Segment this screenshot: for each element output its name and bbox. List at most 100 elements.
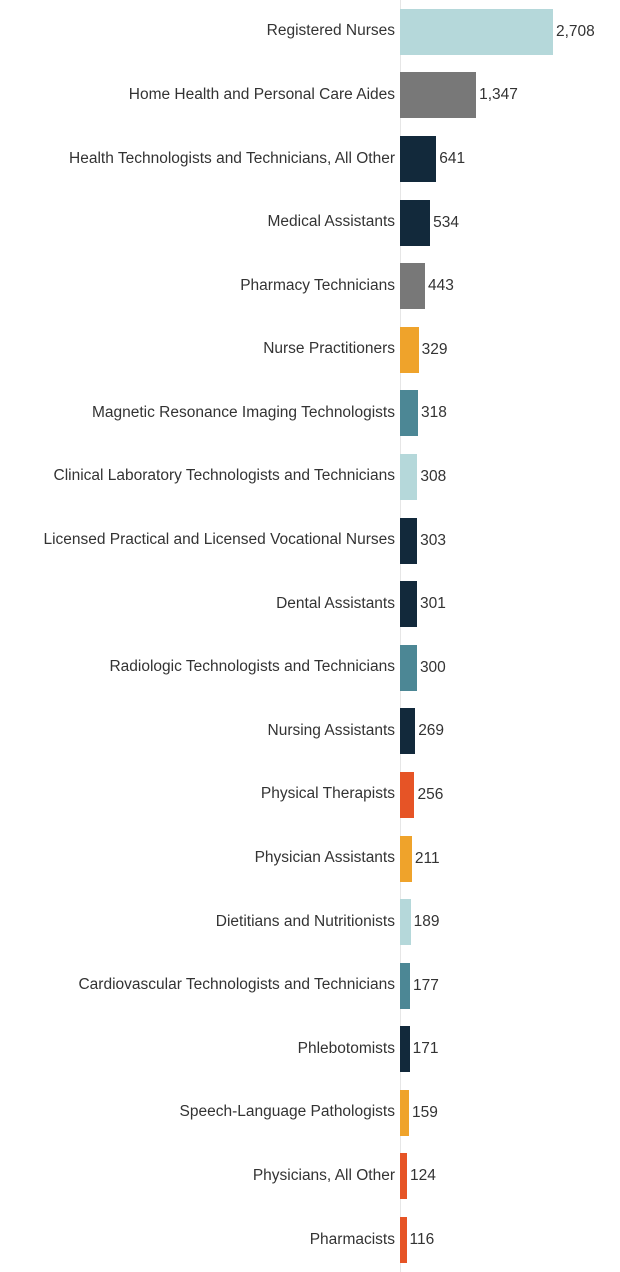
value-label: 124 [410,1167,436,1185]
value-label: 2,708 [556,22,595,40]
value-label: 189 [413,913,440,931]
bar-cell: 318 [400,382,620,446]
bar-cell: 301 [400,572,620,636]
bar-cell: 189 [400,890,620,954]
bar-row: Pharmacists 116 [0,1208,620,1272]
bar[interactable] [400,1217,407,1264]
value-label: 211 [414,849,440,867]
category-label: Dental Assistants [276,594,395,612]
bar-row: Physicians, All Other 124 [0,1145,620,1209]
bar[interactable] [400,899,411,946]
bar-row: Nurse Practitioners 329 [0,318,620,382]
category-label: Physical Therapists [260,785,395,803]
bar[interactable] [400,199,431,246]
bar[interactable] [400,1089,409,1136]
bar[interactable] [400,1026,410,1073]
bar-cell: 300 [400,636,620,700]
category-label: Medical Assistants [267,213,396,231]
bar-row: Phlebotomists 171 [0,1018,620,1082]
bar-cell: 2,708 [400,0,620,64]
bar[interactable] [400,581,417,628]
category-label: Physician Assistants [254,849,395,867]
value-label: 116 [409,1231,435,1249]
bar-row: Physical Therapists 256 [0,763,620,827]
value-label: 1,347 [479,86,518,104]
bar-cell: 303 [400,509,620,573]
bar-cell: 269 [400,700,620,764]
category-label: Clinical Laboratory Technologists and Te… [53,467,396,485]
bar[interactable] [400,644,417,691]
bar-row: Licensed Practical and Licensed Vocation… [0,509,620,573]
value-label: 303 [420,531,446,549]
value-label: 300 [419,658,446,676]
category-label: Speech-Language Pathologists [179,1103,395,1121]
bar[interactable] [400,517,418,564]
bar-cell: 124 [400,1145,620,1209]
value-label: 177 [413,976,439,994]
bar-cell: 171 [400,1018,620,1082]
bar[interactable] [400,771,415,818]
bar[interactable] [400,1153,407,1200]
value-label: 159 [411,1103,438,1121]
bar-row: Pharmacy Technicians 443 [0,254,620,318]
bar-row: Magnetic Resonance Imaging Technologists… [0,382,620,446]
value-label: 318 [420,404,447,422]
bar[interactable] [400,390,418,437]
bar-row: Speech-Language Pathologists 159 [0,1081,620,1145]
bar-row: Health Technologists and Technicians, Al… [0,127,620,191]
category-label: Pharmacists [309,1230,395,1248]
value-label: 171 [412,1040,439,1058]
bar-cell: 211 [400,827,620,891]
category-label: Health Technologists and Technicians, Al… [69,149,395,167]
category-label: Pharmacy Technicians [240,276,395,294]
bar-row: Physician Assistants 211 [0,827,620,891]
bar-cell: 641 [400,127,620,191]
category-label: Radiologic Technologists and Technicians [109,658,395,676]
value-label: 269 [418,722,445,740]
bar-row: Nursing Assistants 269 [0,700,620,764]
bar[interactable] [400,326,419,373]
bar-row: Registered Nurses 2,708 [0,0,620,64]
bar-row: Medical Assistants 534 [0,191,620,255]
value-label: 329 [421,340,448,358]
category-label: Nurse Practitioners [263,340,395,358]
category-label: Phlebotomists [297,1039,395,1057]
value-label: 443 [428,277,454,295]
bar[interactable] [400,708,416,755]
bar-row: Clinical Laboratory Technologists and Te… [0,445,620,509]
bar[interactable] [400,962,410,1009]
bar-cell: 308 [400,445,620,509]
category-label: Home Health and Personal Care Aides [128,85,395,103]
category-label: Dietitians and Nutritionists [215,912,395,930]
bar-cell: 1,347 [400,64,620,128]
value-label: 534 [433,213,460,231]
bar-cell: 329 [400,318,620,382]
category-label: Registered Nurses [266,22,395,40]
bar-row: Cardiovascular Technologists and Technic… [0,954,620,1018]
category-label: Physicians, All Other [252,1167,395,1185]
bar-cell: 177 [400,954,620,1018]
bar-cell: 534 [400,191,620,255]
bar-row: Radiologic Technologists and Technicians… [0,636,620,700]
value-label: 308 [420,467,447,485]
value-label: 301 [420,595,446,613]
bar[interactable] [400,135,437,182]
category-label: Magnetic Resonance Imaging Technologists [91,403,395,421]
bar-row: Home Health and Personal Care Aides 1,347 [0,64,620,128]
category-label: Nursing Assistants [267,721,396,739]
bar-cell: 443 [400,254,620,318]
category-label: Licensed Practical and Licensed Vocation… [43,531,395,549]
bar[interactable] [400,263,426,310]
bar-row: Dietitians and Nutritionists 189 [0,890,620,954]
bar[interactable] [400,453,418,500]
bar[interactable] [400,72,477,119]
bar[interactable] [400,8,553,55]
category-label: Cardiovascular Technologists and Technic… [78,976,395,994]
value-label: 641 [439,149,466,167]
bar-cell: 159 [400,1081,620,1145]
bar-row: Dental Assistants 301 [0,572,620,636]
axis-line [400,0,401,1272]
bar[interactable] [400,835,412,882]
